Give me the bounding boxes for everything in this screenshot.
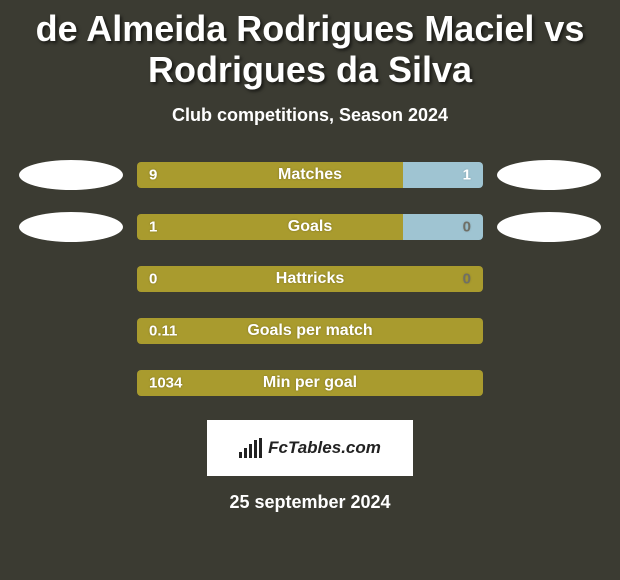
stat-bar: 00Hattricks xyxy=(137,266,483,292)
stat-bar: 0.11Goals per match xyxy=(137,318,483,344)
stat-right-value: 1 xyxy=(463,166,471,183)
stat-row: 1034Min per goal xyxy=(0,368,620,398)
stat-bar: 10Goals xyxy=(137,214,483,240)
stat-bar: 1034Min per goal xyxy=(137,370,483,396)
oval-placeholder xyxy=(19,264,123,294)
bar-left-segment xyxy=(137,214,403,240)
stat-left-value: 9 xyxy=(149,166,157,183)
stat-left-value: 1 xyxy=(149,218,157,235)
stat-bar: 91Matches xyxy=(137,162,483,188)
oval-placeholder xyxy=(497,316,601,346)
stat-right-value: 0 xyxy=(463,218,471,235)
logo-bars-icon xyxy=(239,438,262,458)
stat-right-value: 0 xyxy=(463,270,471,287)
oval-placeholder xyxy=(497,368,601,398)
comparison-subtitle: Club competitions, Season 2024 xyxy=(0,105,620,126)
footer-date: 25 september 2024 xyxy=(0,492,620,513)
logo-text: FcTables.com xyxy=(268,438,381,458)
left-player-oval xyxy=(19,160,123,190)
left-player-oval xyxy=(19,212,123,242)
bar-left-segment xyxy=(137,318,483,344)
stat-row: 10Goals xyxy=(0,212,620,242)
oval-placeholder xyxy=(497,264,601,294)
bar-left-segment xyxy=(137,370,483,396)
bar-right-segment xyxy=(403,214,483,240)
bar-left-segment xyxy=(137,162,403,188)
right-player-oval xyxy=(497,212,601,242)
bar-left-segment xyxy=(137,266,483,292)
stat-row: 91Matches xyxy=(0,160,620,190)
stat-left-value: 0.11 xyxy=(149,322,177,339)
right-player-oval xyxy=(497,160,601,190)
comparison-title: de Almeida Rodrigues Maciel vs Rodrigues… xyxy=(0,0,620,91)
logo-box: FcTables.com xyxy=(207,420,413,476)
stat-left-value: 0 xyxy=(149,270,157,287)
stats-list: 91Matches10Goals00Hattricks0.11Goals per… xyxy=(0,160,620,398)
oval-placeholder xyxy=(19,368,123,398)
stat-row: 0.11Goals per match xyxy=(0,316,620,346)
bar-right-segment xyxy=(403,162,483,188)
infographic-container: de Almeida Rodrigues Maciel vs Rodrigues… xyxy=(0,0,620,580)
oval-placeholder xyxy=(19,316,123,346)
stat-left-value: 1034 xyxy=(149,374,182,391)
stat-row: 00Hattricks xyxy=(0,264,620,294)
